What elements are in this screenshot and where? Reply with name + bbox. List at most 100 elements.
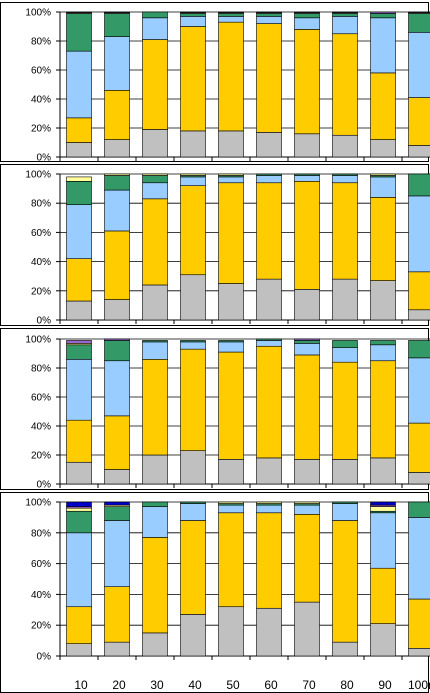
bar-segment-grey — [256, 607, 282, 657]
bar-segment-yellow — [408, 271, 430, 311]
bar-segment-lightblue — [370, 344, 396, 362]
bar-segment-lightblue — [332, 347, 358, 363]
bar-segment-grey — [180, 614, 206, 657]
bar-segment-green — [256, 173, 282, 176]
bar-segment-lightblue — [218, 504, 244, 514]
y-tick-label: 20% — [31, 621, 51, 632]
bar-segment-green — [142, 340, 168, 343]
bar-segment-paleyellow — [66, 507, 92, 512]
bar-segment-green — [66, 510, 92, 534]
bar-segment-yellow — [142, 198, 168, 286]
bar-segment-green — [294, 340, 320, 344]
y-tick-label: 100% — [25, 8, 51, 19]
bar-segment-green — [66, 344, 92, 360]
bar-segment-lightblue — [66, 50, 92, 119]
panel-frame — [0, 2, 429, 162]
bar-segment-yellow — [408, 97, 430, 146]
bar-segment-grey — [180, 450, 206, 485]
bar-segment-green — [142, 175, 168, 184]
bar-segment-purple — [370, 11, 396, 14]
bar-segment-grey — [180, 130, 206, 158]
bar-segment-grey — [142, 129, 168, 158]
bar-segment-grey — [256, 278, 282, 321]
bar-segment-lightblue — [218, 16, 244, 23]
bar-segment-yellow — [66, 606, 92, 644]
bar-segment-paleyellow — [142, 173, 168, 176]
bar-segment-grey — [370, 623, 396, 657]
y-tick-label: 0% — [37, 652, 52, 663]
bar-segment-yellow — [256, 345, 282, 459]
bar-segment-grey — [142, 284, 168, 321]
bar-segment-green — [180, 340, 206, 343]
chart-panel-1: 0% 20% 40% 60% 80% 100% — [0, 2, 430, 164]
bar-segment-purple — [180, 11, 206, 14]
bar-segment-grey — [66, 461, 92, 485]
bar-segment-green — [408, 173, 430, 197]
bar-segment-grey — [66, 142, 92, 158]
bar-segment-lightblue — [218, 176, 244, 184]
y-tick-label: 60% — [31, 228, 51, 239]
bar-segment-green — [104, 506, 130, 521]
y-tick-label: 100% — [25, 335, 51, 346]
bar-segment-green — [408, 340, 430, 359]
bar-segment-lightblue — [104, 189, 130, 232]
bar-segment-purple — [218, 11, 244, 14]
y-tick-label: 60% — [31, 559, 51, 570]
bar-segment-yellow — [256, 23, 282, 133]
bar-segment-grey — [408, 309, 430, 321]
bar-segment-yellow — [180, 26, 206, 132]
bar-segment-grey — [370, 139, 396, 158]
bar-segment-yellow — [370, 72, 396, 140]
bar-segment-yellow — [218, 21, 244, 132]
bar-segment-yellow — [218, 182, 244, 284]
x-tick-label: 30 — [150, 678, 164, 692]
bar-segment-paleyellow — [104, 173, 130, 176]
bar-segment-lightblue — [180, 341, 206, 350]
bar-segment-green — [332, 173, 358, 176]
bar-segment-yellow — [332, 182, 358, 280]
panel-frame — [0, 492, 429, 693]
x-tick-label: 70 — [302, 678, 316, 692]
bar-segment-lightblue — [294, 504, 320, 515]
bar-segment-yellow — [104, 586, 130, 643]
bar-segment-purple — [294, 338, 320, 341]
bar-segment-grey — [256, 132, 282, 158]
y-tick-label: 0% — [37, 153, 52, 164]
bar-segment-lightblue — [294, 343, 320, 356]
bar-segment-lightblue — [408, 357, 430, 424]
bar-segment-lightblue — [218, 341, 244, 353]
bar-segment-grey — [104, 641, 130, 657]
bar-segment-lightblue — [370, 176, 396, 198]
bar-segment-grey — [142, 454, 168, 485]
bar-segment-yellow — [332, 33, 358, 136]
bar-segment-grey — [66, 643, 92, 657]
bar-segment-lightblue — [142, 182, 168, 200]
y-tick-label: 40% — [31, 257, 51, 268]
bar-segment-green — [142, 501, 168, 507]
bar-segment-grey — [218, 130, 244, 158]
bar-segment-green — [180, 13, 206, 17]
bar-segment-green — [218, 13, 244, 17]
bar-segment-lightblue — [180, 176, 206, 186]
bar-segment-purple — [66, 11, 92, 14]
bar-segment-green — [104, 340, 130, 362]
bar-segment-purple — [104, 338, 130, 341]
bar-segment-lightblue — [294, 175, 320, 182]
bar-segment-grey — [408, 647, 430, 657]
bar-segment-yellow — [408, 422, 430, 473]
bar-segment-lightblue — [408, 195, 430, 273]
panel-frame — [0, 328, 429, 490]
bar-segment-yellow — [370, 360, 396, 459]
x-tick-label: 90 — [378, 678, 392, 692]
bar-segment-green — [294, 13, 320, 19]
bar-segment-green — [332, 340, 358, 349]
bar-segment-grey — [256, 457, 282, 485]
bar-segment-lightblue — [104, 360, 130, 417]
bar-segment-blue — [66, 501, 92, 507]
bar-segment-paleyellow — [370, 173, 396, 176]
y-tick-label: 0% — [37, 480, 52, 491]
y-tick-label: 100% — [25, 170, 51, 181]
y-tick-label: 40% — [31, 422, 51, 433]
bar-segment-lightblue — [256, 340, 282, 347]
